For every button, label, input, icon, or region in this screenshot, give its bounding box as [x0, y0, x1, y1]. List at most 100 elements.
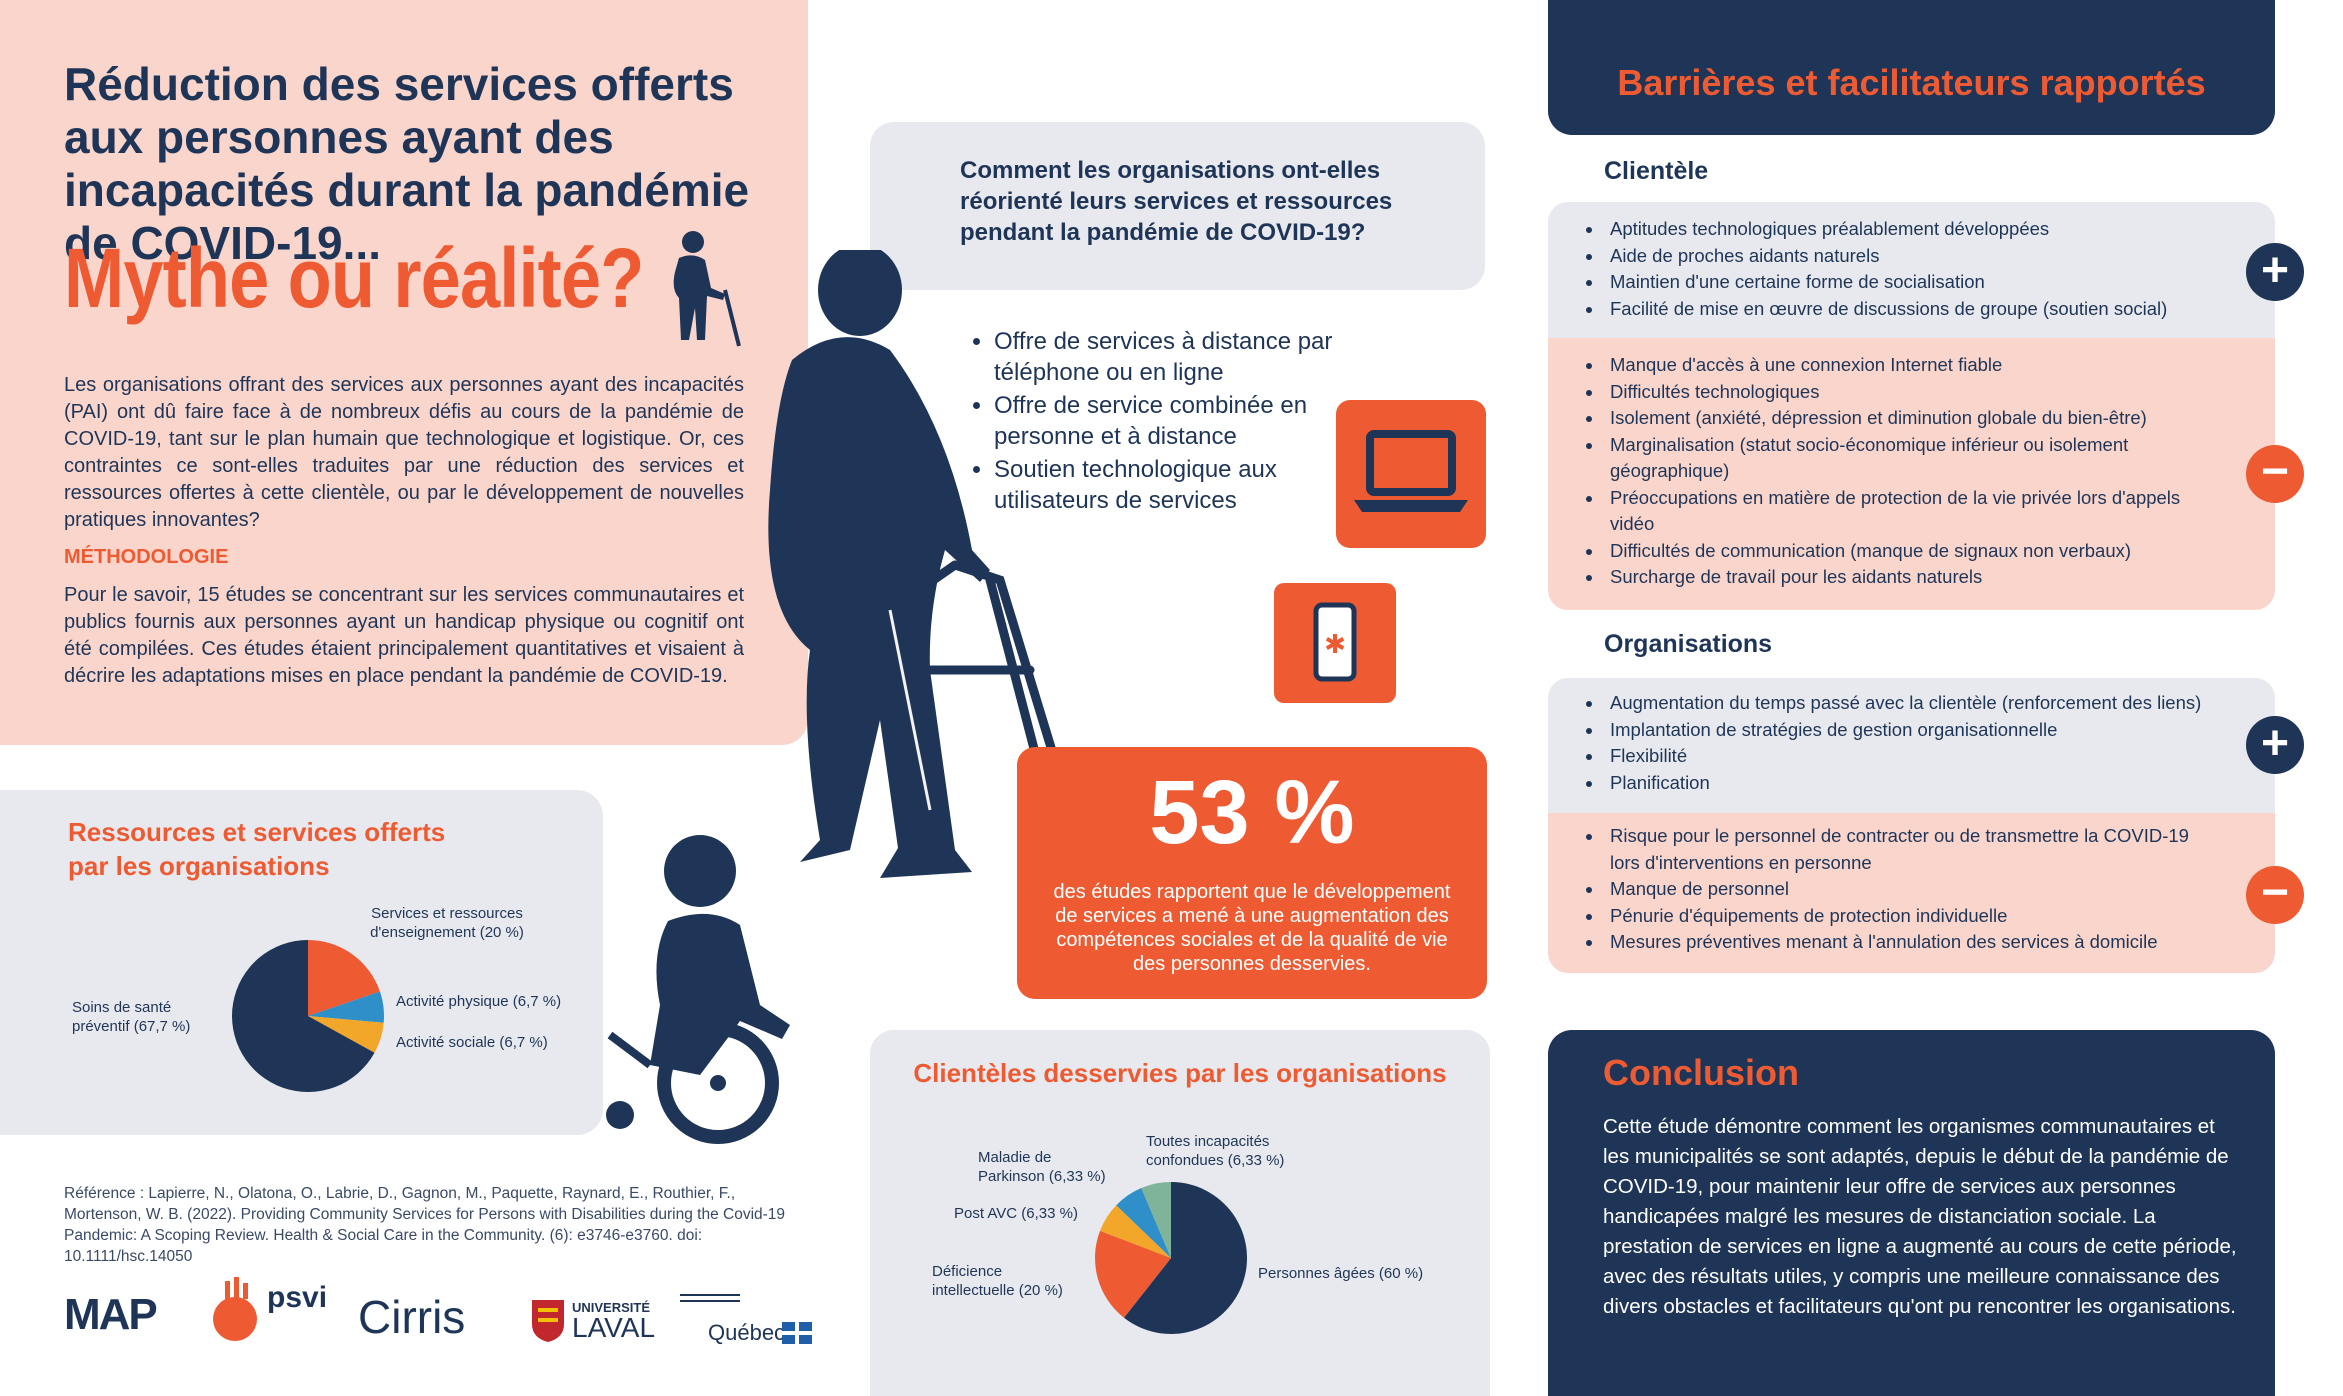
clientele-barriers-list: Manque d'accès à une connexion Internet … — [1548, 352, 2204, 591]
list-item: Risque pour le personnel de contracter o… — [1604, 823, 2204, 876]
list-item: Maintien d'une certaine forme de sociali… — [1604, 269, 2275, 296]
statistic-text: des études rapportent que le développeme… — [1053, 881, 1451, 975]
pie-slice-3 — [1100, 1205, 1171, 1258]
pie1-label-teaching-line1: Services et ressources — [371, 905, 523, 922]
methodology-paragraph: Pour le savoir, 15 études se concentrant… — [64, 584, 744, 687]
psvi-logo-text: psvi — [267, 1281, 328, 1314]
psvi-logo: psvi — [205, 1275, 328, 1345]
list-item: Difficultés technologiques — [1604, 379, 2204, 406]
pie-slice-3 — [308, 991, 384, 1023]
pie-slice-4 — [308, 1016, 384, 1053]
pie-slice-2 — [308, 940, 380, 1016]
pie1-label-physical: Activité physique (6,7 %) — [396, 993, 562, 1010]
list-item: Augmentation du temps passé avec la clie… — [1604, 690, 2275, 717]
organisations-facilitators-list: Augmentation du temps passé avec la clie… — [1548, 690, 2275, 796]
pie2-label-parkinson: Maladie de Parkinson (6,33 %) — [978, 1148, 1106, 1186]
pie2-label-di: Déficience intellectuelle (20 %) — [932, 1262, 1063, 1300]
organisations-facilitators-box: Augmentation du temps passé avec la clie… — [1548, 678, 2275, 813]
list-item: Pénurie d'équipements de protection indi… — [1604, 903, 2204, 930]
clientele-heading: Clientèle — [1604, 157, 1709, 185]
list-item: Flexibilité — [1604, 743, 2275, 770]
list-item: Aptitudes technologiques préalablement d… — [1604, 216, 2275, 243]
man-with-walker-silhouette — [768, 250, 1075, 879]
reference-text: Référence : Lapierre, N., Olatona, O., L… — [64, 1185, 786, 1265]
pie2-label-di-line2: intellectuelle (20 %) — [932, 1282, 1063, 1299]
question-box — [870, 122, 1485, 290]
intro-paragraph: Les organisations offrant des services a… — [64, 374, 744, 531]
pie2-label-di-line1: Déficience — [932, 1263, 1003, 1280]
laval-logo-line2: LAVAL — [572, 1312, 656, 1343]
list-item: Surcharge de travail pour les aidants na… — [1604, 564, 2204, 591]
list-item: Planification — [1604, 770, 2275, 797]
pie1-label-teaching: Services et ressources d'enseignement (2… — [352, 904, 542, 942]
conclusion-title: Conclusion — [1603, 1052, 1799, 1093]
pie2-label-all-line2: confondues (6,33 %) — [1146, 1152, 1285, 1169]
service-adaptations-list: Offre de services à distance par télépho… — [960, 326, 1354, 518]
myth-title: Mythe ou réalité? — [64, 231, 644, 325]
pie1-label-health-line2: préventif (67,7 %) — [72, 1018, 191, 1035]
service-item: Soutien technologique aux utilisateurs d… — [994, 454, 1354, 516]
main-title: Réduction des services offerts aux perso… — [64, 58, 750, 269]
list-item: Manque de personnel — [1604, 876, 2204, 903]
quebec-logo-small-print — [680, 1290, 760, 1312]
statistic-box — [1017, 747, 1487, 999]
pie-slice-5 — [1141, 1182, 1171, 1258]
resources-title: Ressources et services offerts par les o… — [68, 817, 446, 881]
laptop-tile — [1336, 400, 1486, 548]
clientele-plus-icon: + — [2246, 243, 2304, 301]
quebec-logo: Québec — [680, 1290, 820, 1350]
clienteles-pie-chart — [1095, 1182, 1247, 1334]
clientele-barriers-box: Manque d'accès à une connexion Internet … — [1548, 338, 2275, 610]
pie-slice-1 — [1123, 1182, 1247, 1334]
laval-crest-icon — [532, 1300, 564, 1342]
pie-slice-4 — [1116, 1188, 1171, 1258]
clientele-facilitators-list: Aptitudes technologiques préalablement d… — [1548, 216, 2275, 322]
organisations-plus-icon: + — [2246, 716, 2304, 774]
barriers-header — [1548, 0, 2275, 135]
list-item: Marginalisation (statut socio-économique… — [1604, 432, 2204, 485]
service-item: Offre de service combinée en personne et… — [994, 390, 1354, 452]
list-item: Implantation de stratégies de gestion or… — [1604, 717, 2275, 744]
psvi-mark-icon — [213, 1277, 257, 1341]
cirris-logo: Cirris — [358, 1291, 466, 1343]
phone-tile: ✱ — [1274, 583, 1396, 703]
laptop-icon — [1354, 430, 1468, 512]
pie-slice-2 — [1095, 1230, 1171, 1318]
pie1-label-teaching-line2: d'enseignement (20 %) — [370, 924, 524, 941]
conclusion-text: Cette étude démontre comment les organis… — [1603, 1115, 2237, 1318]
list-item: Isolement (anxiété, dépression et diminu… — [1604, 405, 2204, 432]
list-item: Mesures préventives menant à l'annulatio… — [1604, 929, 2204, 956]
pie1-label-health: Soins de santé préventif (67,7 %) — [72, 998, 190, 1036]
pie2-label-all: Toutes incapacités confondues (6,33 %) — [1146, 1132, 1284, 1170]
organisations-minus-icon: − — [2246, 866, 2304, 924]
laval-logo-line1: UNIVERSITÉ — [572, 1300, 651, 1315]
pie2-label-parkinson-line2: Parkinson (6,33 %) — [978, 1168, 1106, 1185]
clienteles-title: Clientèles desservies par les organisati… — [913, 1058, 1447, 1088]
list-item: Difficultés de communication (manque de … — [1604, 538, 2204, 565]
organisations-heading: Organisations — [1604, 630, 1773, 658]
map-logo: MAP — [64, 1290, 158, 1339]
elderly-person-icon — [673, 231, 741, 347]
question-text: Comment les organisations ont-elles réor… — [960, 157, 1393, 246]
pie1-label-social: Activité sociale (6,7 %) — [396, 1034, 548, 1051]
service-item: Offre de services à distance par télépho… — [994, 326, 1354, 388]
clientele-minus-icon: − — [2246, 445, 2304, 503]
svg-text:✱: ✱ — [1324, 630, 1346, 660]
resources-pie-chart — [232, 940, 384, 1092]
list-item: Manque d'accès à une connexion Internet … — [1604, 352, 2204, 379]
smartphone-medical-icon: ✱ — [1313, 602, 1357, 682]
list-item: Préoccupations en matière de protection … — [1604, 485, 2204, 538]
pie2-label-avc: Post AVC (6,33 %) — [954, 1205, 1078, 1222]
woman-in-wheelchair-silhouette — [606, 835, 790, 1144]
methodology-heading: MÉTHODOLOGIE — [64, 546, 229, 568]
clientele-facilitators-box: Aptitudes technologiques préalablement d… — [1548, 202, 2275, 338]
quebec-logo-text: Québec — [708, 1320, 786, 1345]
pie-slice-1 — [232, 940, 375, 1092]
quebec-flag-icon — [782, 1322, 812, 1344]
list-item: Aide de proches aidants naturels — [1604, 243, 2275, 270]
organisations-barriers-box: Risque pour le personnel de contracter o… — [1548, 813, 2275, 973]
list-item: Facilité de mise en œuvre de discussions… — [1604, 296, 2275, 323]
intro-panel — [0, 0, 808, 745]
organisations-barriers-list: Risque pour le personnel de contracter o… — [1548, 823, 2204, 956]
pie2-label-parkinson-line1: Maladie de — [978, 1149, 1052, 1166]
